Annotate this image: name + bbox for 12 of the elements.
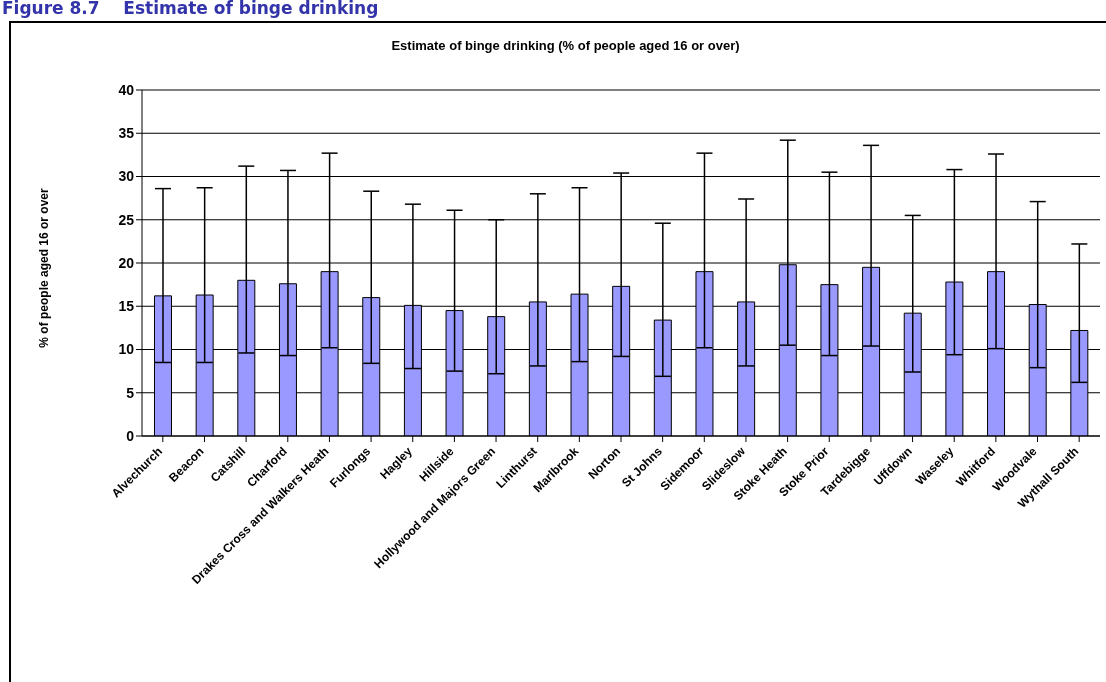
y-tick-label: 5 xyxy=(126,384,135,401)
y-tick-label: 30 xyxy=(118,168,135,185)
y-axis-title: % of people aged 16 or over xyxy=(37,188,51,348)
chart-title: Estimate of binge drinking (% of people aged 16 or over) xyxy=(390,38,741,53)
y-tick-label: 0 xyxy=(126,427,135,444)
y-tick-label: 40 xyxy=(118,81,135,98)
y-tick-label: 25 xyxy=(118,211,135,228)
y-tick-label: 35 xyxy=(118,125,135,142)
y-tick-label: 15 xyxy=(118,298,135,315)
y-tick-label: 10 xyxy=(118,341,135,358)
y-tick-label: 20 xyxy=(118,254,135,271)
caption: Figure 8.7 Estimate of binge drinking xyxy=(2,0,379,18)
